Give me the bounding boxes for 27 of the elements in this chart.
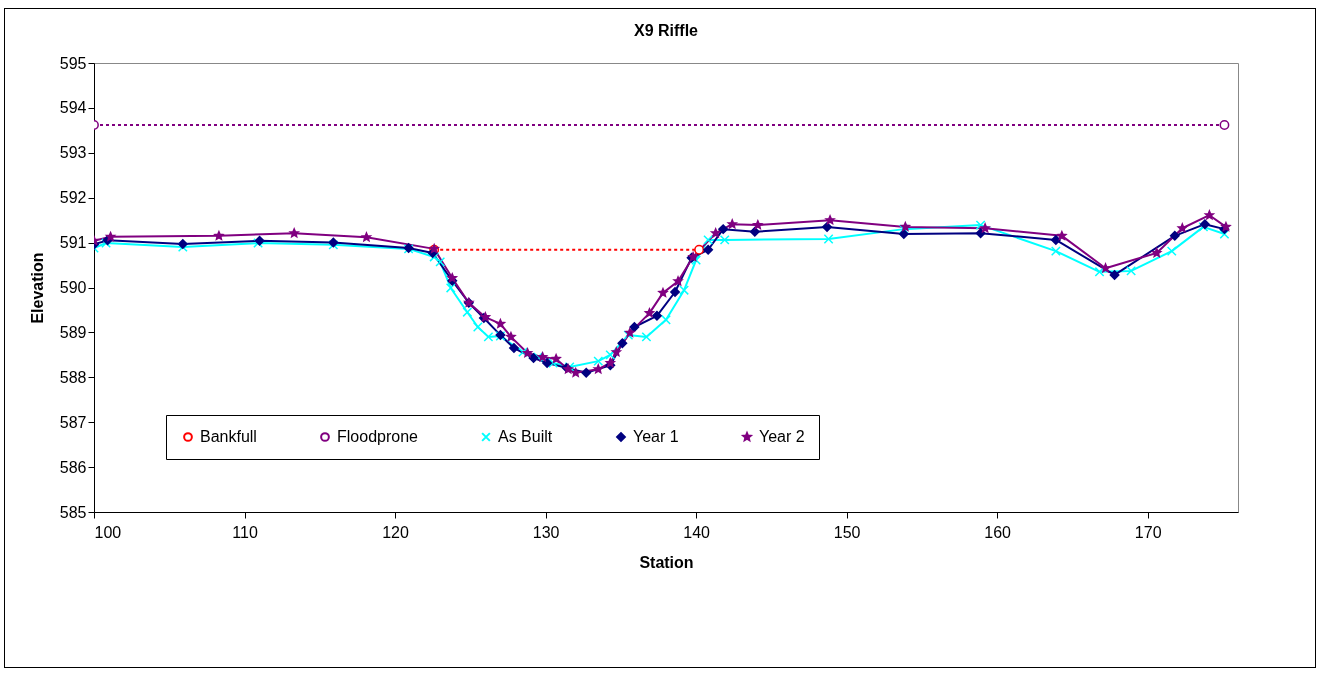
x-tick-label: 140 — [683, 523, 711, 541]
x-tick-label: 130 — [532, 523, 560, 541]
y-tick-label: 593 — [59, 144, 87, 162]
y-tick-label: 585 — [59, 503, 87, 521]
y-tick-label: 588 — [59, 368, 87, 386]
y-tick-label: 586 — [59, 458, 87, 476]
chart-title: X9 Riffle — [633, 22, 699, 39]
x-tick-label: 100 — [94, 523, 122, 541]
legend-label: As Built — [498, 428, 553, 445]
x-axis-title: Station — [639, 553, 694, 571]
legend-label: Floodprone — [337, 428, 419, 445]
y-tick-label: 587 — [59, 413, 87, 431]
legend-label: Year 1 — [633, 428, 679, 445]
y-tick-label: 589 — [59, 323, 87, 341]
y-tick-label: 592 — [59, 189, 87, 207]
y-tick-label: 591 — [59, 234, 87, 252]
y-axis-title: Elevation — [28, 252, 46, 324]
x-tick-label: 110 — [232, 523, 258, 541]
y-tick-label: 594 — [59, 99, 87, 117]
x-tick-label: 160 — [984, 523, 1012, 541]
y-tick-label: 595 — [59, 54, 87, 72]
y-tick-label: 590 — [59, 279, 87, 296]
x-tick-label: 120 — [382, 523, 409, 541]
legend-label: Year 2 — [759, 428, 805, 445]
legend-label: Bankfull — [200, 428, 257, 445]
x-tick-label: 170 — [1134, 523, 1162, 541]
x-tick-label: 150 — [833, 523, 861, 541]
